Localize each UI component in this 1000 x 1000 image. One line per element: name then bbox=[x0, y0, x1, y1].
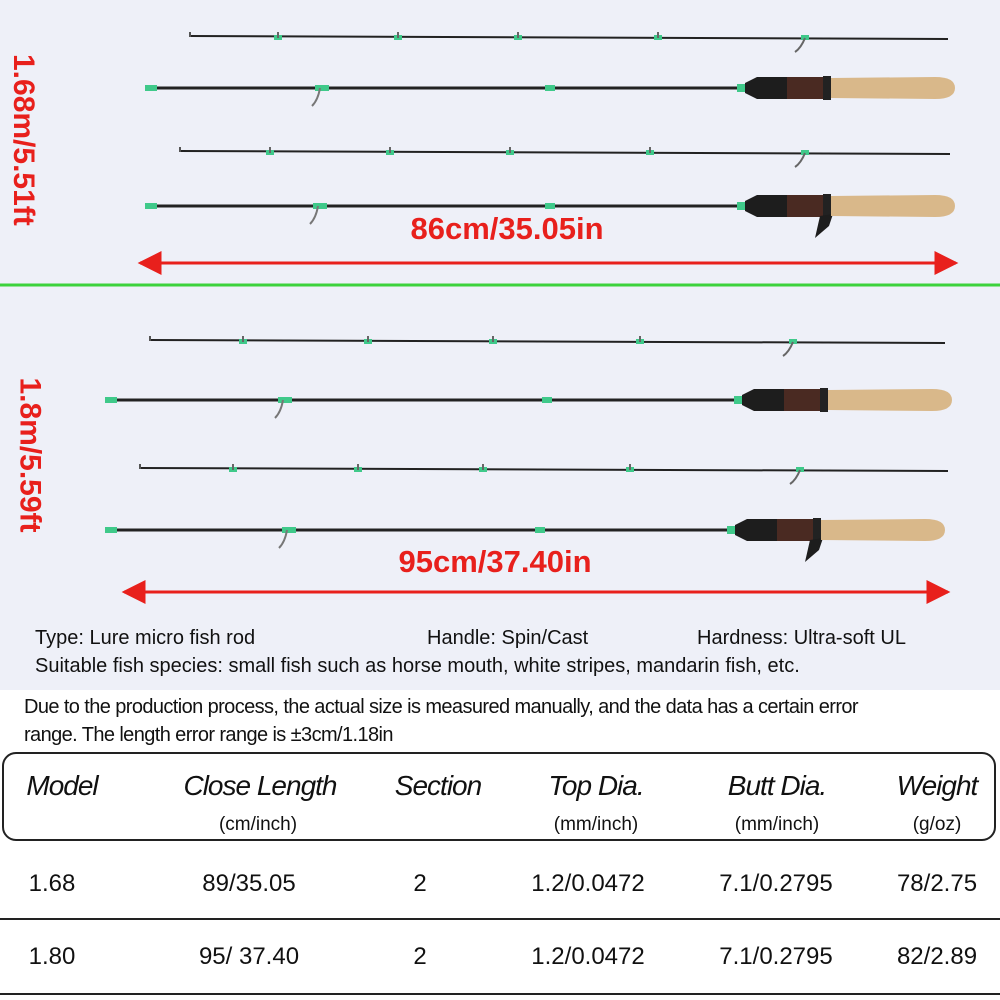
blank-wrap bbox=[545, 85, 555, 91]
cell-close-length: 95/ 37.40 bbox=[198, 943, 300, 970]
ferrule-wrap bbox=[145, 85, 157, 91]
rod-tip-section bbox=[139, 464, 949, 485]
guide-wrap bbox=[282, 527, 296, 533]
hook-keeper-wrap bbox=[737, 202, 747, 210]
ferrule-wrap bbox=[105, 527, 117, 533]
guide-wrap bbox=[315, 85, 329, 91]
closed-length-label-top: 86cm/35.05in bbox=[410, 211, 604, 246]
rod-butt-section-cast bbox=[145, 194, 955, 238]
spec-table-header bbox=[2, 752, 996, 841]
cork-grip bbox=[828, 389, 952, 411]
spec-species: Suitable fish species: small fish such a… bbox=[35, 655, 800, 677]
rods-illustration bbox=[0, 32, 1000, 604]
trigger bbox=[805, 538, 823, 562]
reel-seat-nut bbox=[813, 518, 821, 542]
reel-seat bbox=[787, 77, 827, 99]
trigger bbox=[815, 214, 833, 238]
spec-type: Type: Lure micro fish rod bbox=[35, 627, 256, 649]
guide-ring bbox=[789, 469, 801, 485]
cell-section: 2 bbox=[413, 943, 427, 970]
rod-blank bbox=[149, 339, 946, 344]
header-close-length: Close Length bbox=[183, 770, 337, 801]
row-divider bbox=[0, 993, 1000, 995]
blank-wrap bbox=[535, 527, 545, 533]
header-top-dia: Top Dia. bbox=[548, 770, 644, 801]
guide-wrap bbox=[801, 150, 809, 155]
hook-keeper-wrap bbox=[734, 396, 744, 404]
cell-close-length: 89/35.05 bbox=[202, 870, 296, 897]
rod-butt-section-spin bbox=[105, 388, 952, 419]
reel-seat bbox=[784, 389, 824, 411]
unit-close-length: (cm/inch) bbox=[218, 814, 298, 835]
stripper-guide bbox=[278, 529, 288, 549]
guide-wrap bbox=[801, 35, 809, 40]
guide-ring bbox=[794, 152, 806, 168]
rod-butt-section-cast bbox=[105, 518, 945, 562]
total-length-label-top: 1.68m/5.51ft bbox=[7, 54, 40, 226]
reel-seat-nut bbox=[823, 194, 831, 218]
reel-seat-nut bbox=[823, 76, 831, 100]
reel-seat bbox=[777, 519, 817, 541]
product-photo: 1.68m/5.51ft 1.8m/5.59ft 86cm/35.05in 95… bbox=[0, 0, 1000, 690]
blank-wrap bbox=[545, 203, 555, 209]
cork-grip bbox=[831, 77, 955, 99]
guide-ring bbox=[794, 37, 806, 53]
hook-keeper-wrap bbox=[737, 84, 747, 92]
unit-butt-dia: (mm/inch) bbox=[734, 814, 820, 835]
rod-blank bbox=[179, 150, 951, 155]
cell-weight: 82/2.89 bbox=[896, 943, 978, 970]
guide-wrap bbox=[278, 397, 292, 403]
guide-ring bbox=[782, 341, 794, 357]
blank-wrap bbox=[542, 397, 552, 403]
total-length-label-bottom: 1.8m/5.59ft bbox=[13, 377, 47, 533]
winding-check bbox=[745, 77, 787, 99]
stripper-guide bbox=[311, 87, 321, 107]
stripper-guide bbox=[274, 399, 284, 419]
note-line-2: range. The length error range is ±3cm/1.… bbox=[24, 724, 393, 746]
unit-top-dia: (mm/inch) bbox=[553, 814, 639, 835]
cell-butt-dia: 7.1/0.2795 bbox=[719, 943, 833, 970]
spec-handle: Handle: Spin/Cast bbox=[427, 627, 589, 649]
header-model: Model bbox=[26, 770, 98, 801]
unit-weight: (g/oz) bbox=[912, 814, 962, 835]
stripper-guide bbox=[309, 205, 319, 225]
header-section: Section bbox=[394, 770, 482, 801]
ferrule-wrap bbox=[105, 397, 117, 403]
row-divider bbox=[0, 918, 1000, 920]
guide-wrap bbox=[796, 467, 804, 472]
rod-tip-section bbox=[149, 336, 946, 357]
rod-tip-section bbox=[189, 32, 949, 53]
spec-hardness: Hardness: Ultra-soft UL bbox=[697, 627, 906, 649]
guide-wrap bbox=[789, 339, 797, 344]
cell-weight: 78/2.75 bbox=[896, 870, 978, 897]
cell-top-dia: 1.2/0.0472 bbox=[531, 943, 645, 970]
rod-blank bbox=[189, 35, 949, 40]
cork-grip bbox=[821, 519, 945, 541]
reel-seat-nut bbox=[820, 388, 828, 412]
cell-model: 1.68 bbox=[28, 870, 76, 897]
winding-check bbox=[735, 519, 777, 541]
rod-tip-section bbox=[179, 147, 951, 168]
hook-keeper-wrap bbox=[727, 526, 737, 534]
closed-length-label-bottom: 95cm/37.40in bbox=[398, 544, 592, 579]
cell-model: 1.80 bbox=[28, 943, 76, 970]
winding-check bbox=[745, 195, 787, 217]
reel-seat bbox=[787, 195, 827, 217]
cell-section: 2 bbox=[413, 870, 427, 897]
ferrule-wrap bbox=[145, 203, 157, 209]
note-line-1: Due to the production process, the actua… bbox=[24, 696, 859, 718]
header-butt-dia: Butt Dia. bbox=[727, 770, 827, 801]
guide-wrap bbox=[313, 203, 327, 209]
rod-butt-section-spin bbox=[145, 76, 955, 107]
cell-butt-dia: 7.1/0.2795 bbox=[719, 870, 833, 897]
winding-check bbox=[742, 389, 784, 411]
rod-blank bbox=[139, 467, 949, 472]
cork-grip bbox=[831, 195, 955, 217]
cell-top-dia: 1.2/0.0472 bbox=[531, 870, 645, 897]
header-weight: Weight bbox=[896, 770, 979, 801]
